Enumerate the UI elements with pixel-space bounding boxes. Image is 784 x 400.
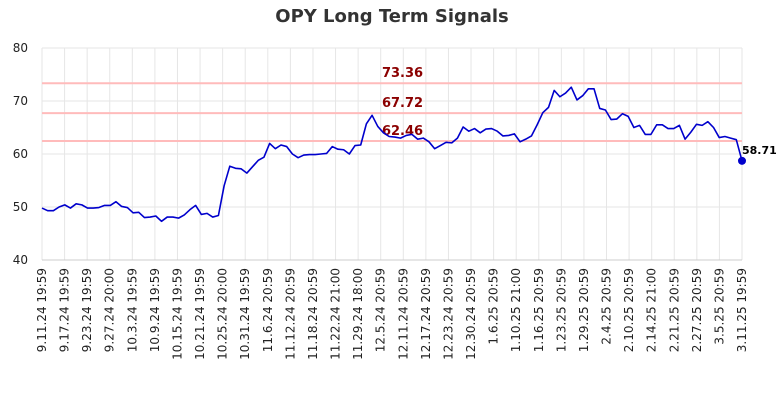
- y-tick-label: 80: [13, 41, 28, 55]
- x-tick-label: 9.27.24 20:00: [103, 268, 117, 352]
- x-tick-label: 9.11.24 19:59: [35, 268, 49, 352]
- x-tick-label: 12.17.24 20:59: [419, 268, 433, 360]
- x-tick-label: 3.11.25 19:59: [735, 268, 749, 352]
- x-tick-label: 10.15.24 19:59: [170, 268, 184, 360]
- x-tick-label: 2.27.25 20:59: [690, 268, 704, 352]
- x-tick-label: 2.14.25 21:00: [645, 268, 659, 352]
- y-tick-label: 40: [13, 253, 28, 267]
- x-tick-label: 11.29.24 18:00: [351, 268, 365, 360]
- y-tick-label: 50: [13, 200, 28, 214]
- y-tick-label: 60: [13, 147, 28, 161]
- x-tick-label: 1.10.25 21:00: [509, 268, 523, 352]
- x-tick-label: 10.31.24 19:59: [238, 268, 252, 360]
- x-tick-label: 2.21.25 20:59: [667, 268, 681, 352]
- x-tick-label: 10.9.24 19:59: [148, 268, 162, 352]
- x-tick-label: 11.12.24 20:59: [283, 268, 297, 360]
- x-tick-label: 11.6.24 20:59: [261, 268, 275, 352]
- x-tick-label: 12.30.24 20:59: [464, 268, 478, 360]
- x-tick-label: 1.6.25 20:59: [487, 268, 501, 345]
- x-tick-label: 11.22.24 21:00: [329, 268, 343, 360]
- x-tick-label: 10.3.24 19:59: [125, 268, 139, 352]
- x-tick-label: 3.5.25 20:59: [712, 268, 726, 345]
- x-tick-label: 11.18.24 20:59: [306, 268, 320, 360]
- x-tick-label: 10.21.24 19:59: [193, 268, 207, 360]
- y-tick-label: 70: [13, 94, 28, 108]
- chart-title: OPY Long Term Signals: [275, 6, 509, 27]
- x-tick-label: 12.23.24 20:59: [441, 268, 455, 360]
- x-tick-label: 1.29.25 20:59: [577, 268, 591, 352]
- x-tick-label: 9.23.24 19:59: [80, 268, 94, 352]
- reference-line-label: 73.36: [382, 66, 423, 81]
- x-tick-label: 2.4.25 20:59: [600, 268, 614, 345]
- last-value-label: 58.71: [742, 144, 777, 157]
- x-tick-label: 2.10.25 20:59: [622, 268, 636, 352]
- x-tick-label: 1.23.25 20:59: [554, 268, 568, 352]
- x-tick-label: 12.5.24 20:59: [374, 268, 388, 352]
- x-tick-label: 1.16.25 20:59: [532, 268, 546, 352]
- x-tick-label: 9.17.24 19:59: [58, 268, 72, 352]
- x-tick-label: 10.25.24 20:00: [216, 268, 230, 360]
- last-value-point: [738, 156, 746, 165]
- price-series-line: [41, 86, 743, 223]
- reference-line-label: 67.72: [382, 96, 423, 111]
- x-tick-label: 12.11.24 20:59: [396, 268, 410, 360]
